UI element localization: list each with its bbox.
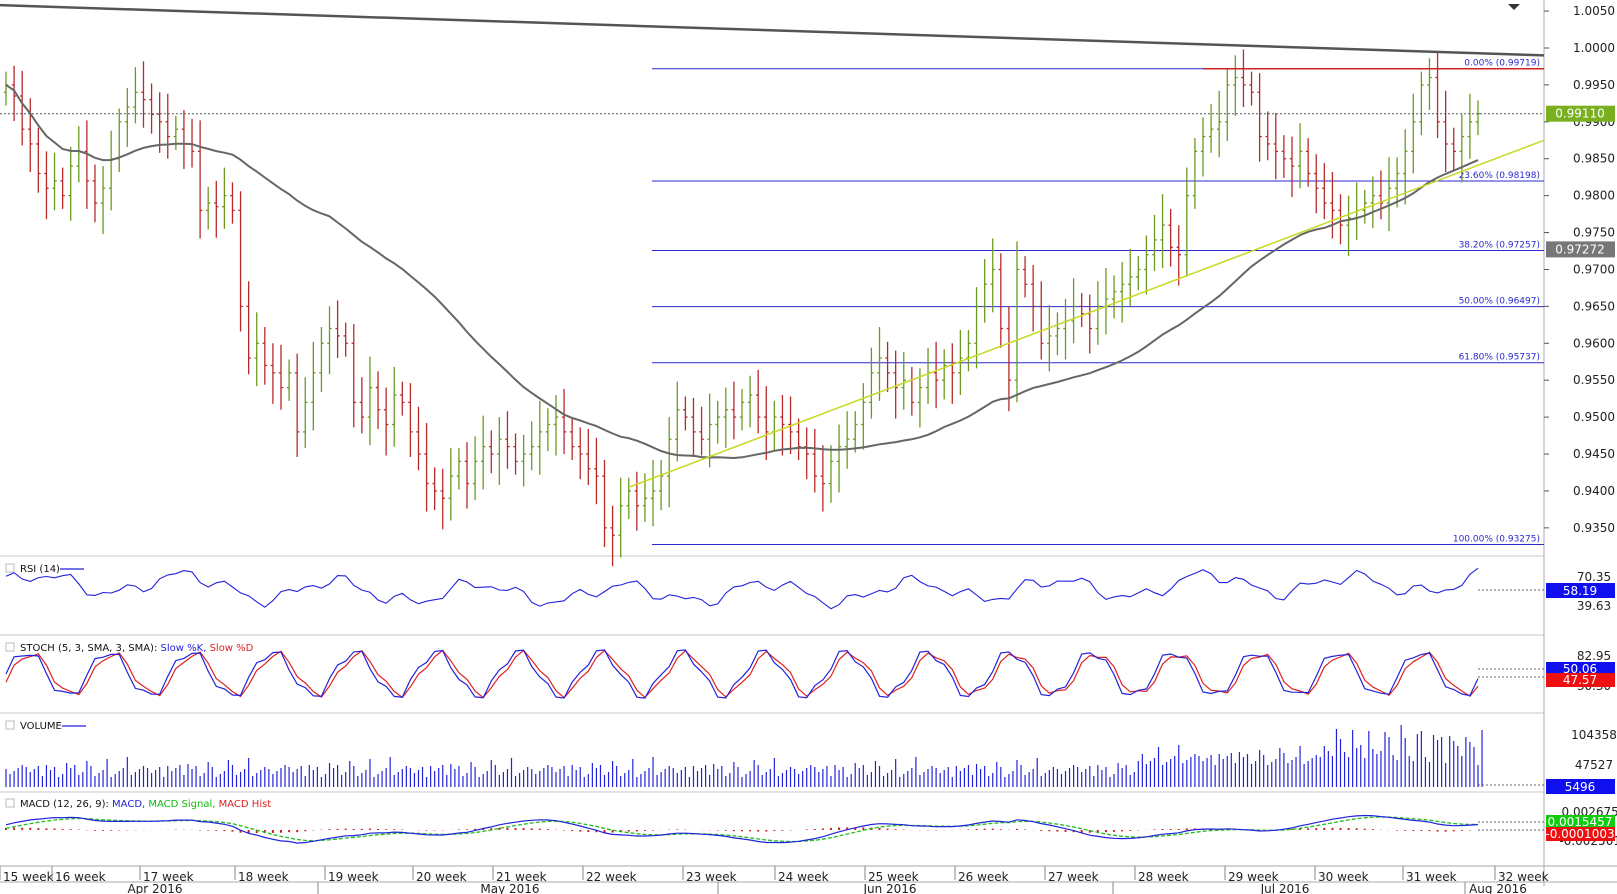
rsi-title-text: RSI (14) — [20, 564, 60, 575]
macd-line — [5, 814, 1479, 844]
price-tick-label: 0.9700 — [1573, 262, 1615, 276]
price-tick-label: 0.9850 — [1573, 152, 1615, 166]
fib-level-label: 38.20% (0.97257) — [1459, 240, 1540, 250]
week-label: 16 week — [55, 870, 106, 884]
volume-value-box — [1546, 779, 1615, 794]
week-label: 26 week — [958, 870, 1009, 884]
price-tick-label: 0.9600 — [1573, 336, 1615, 350]
volume-panel: 104358 47527 5496 — [5, 725, 1617, 794]
week-label: 29 week — [1228, 870, 1279, 884]
time-axis: 15 week 16 week 17 week 18 week 19 week 20 we… — [0, 866, 1617, 894]
week-label: 24 week — [778, 870, 829, 884]
stoch-tick-label: 82.95 — [1577, 649, 1611, 663]
month-label: Apr 2016 — [127, 882, 182, 894]
fib-level-label: 23.60% (0.98198) — [1459, 171, 1540, 181]
stoch-title-text: STOCH (5, 3, SMA, 3, SMA): — [20, 643, 157, 654]
price-axis: 1.00501.00000.99500.99000.98500.98000.97… — [1544, 4, 1615, 535]
macd-panel: 0.0026752-0.00250130.0015457-0.0001003 — [5, 805, 1617, 848]
volume-tick-label: 47527 — [1575, 758, 1613, 772]
price-tick-label: 0.9650 — [1573, 299, 1615, 313]
collapse-arrow-icon[interactable] — [1508, 4, 1520, 10]
current-price-box — [1546, 105, 1615, 122]
week-label: 32 week — [1498, 870, 1549, 884]
week-label: 20 week — [416, 870, 467, 884]
week-label: 28 week — [1138, 870, 1189, 884]
stoch-k-line — [5, 649, 1479, 699]
volume-tick-label: 104358 — [1571, 728, 1617, 742]
macd-value-box — [1546, 815, 1615, 829]
macd-title-text: MACD (12, 26, 9): — [20, 799, 109, 810]
macd-signal-label: MACD Signal, — [148, 799, 215, 810]
macd-label: MACD, — [112, 799, 145, 810]
rsi-tick-label: 70.35 — [1577, 570, 1611, 584]
stoch-title: STOCH (5, 3, SMA, 3, SMA): Slow %K, Slow… — [5, 642, 254, 654]
price-tick-label: 1.0000 — [1573, 41, 1615, 55]
stoch-d-box — [1546, 673, 1615, 687]
macd-value: 0.0015457 — [1548, 815, 1613, 829]
week-label: 18 week — [238, 870, 289, 884]
candles — [3, 49, 1481, 567]
week-label: 27 week — [1048, 870, 1099, 884]
price-tick-label: 0.9450 — [1573, 447, 1615, 461]
stoch-d-value: 47.57 — [1563, 673, 1597, 687]
fib-level-label: 61.80% (0.95737) — [1459, 353, 1540, 363]
rsi-value-box — [1546, 583, 1615, 598]
price-tick-label: 0.9550 — [1573, 373, 1615, 387]
price-tick-label: 0.9400 — [1573, 484, 1615, 498]
price-tick-label: 0.9500 — [1573, 410, 1615, 424]
svg-text:STOCH (5, 3, SMA, 3, SMA): Slo: STOCH (5, 3, SMA, 3, SMA): Slow %K, Slow… — [20, 643, 254, 654]
price-tick-label: 1.0050 — [1573, 4, 1615, 18]
ma-price-box — [1546, 241, 1615, 258]
volume-value: 5496 — [1565, 780, 1596, 794]
month-label: Jul 2016 — [1260, 882, 1310, 894]
stoch-k-box — [1546, 662, 1615, 676]
rsi-title: RSI (14) — [5, 563, 84, 575]
rsi-tick-label: 39.63 — [1577, 599, 1611, 613]
week-label: 23 week — [686, 870, 737, 884]
week-label: 25 week — [868, 870, 919, 884]
week-label: 19 week — [328, 870, 379, 884]
week-label: 22 week — [586, 870, 637, 884]
current-price-value: 0.99110 — [1555, 107, 1605, 121]
price-tick-label: 0.9800 — [1573, 189, 1615, 203]
month-label: Aug 2016 — [1469, 882, 1527, 894]
macd-hist-label: MACD Hist — [219, 799, 272, 810]
fib-level-label: 50.00% (0.96497) — [1459, 297, 1540, 307]
stoch-d-label: Slow %D — [210, 643, 254, 654]
fib-level-label: 100.00% (0.93275) — [1453, 534, 1540, 544]
price-panel: 0.00% (0.99719) 23.60% (0.98198) 38.20% (0… — [0, 3, 1545, 567]
macd-hist-box — [1546, 827, 1615, 841]
fib-level-label: 0.00% (0.99719) — [1464, 59, 1540, 69]
week-label: 31 week — [1406, 870, 1457, 884]
stoch-d-line — [5, 649, 1479, 699]
price-tick-label: 0.9750 — [1573, 226, 1615, 240]
ascending-trendline — [628, 139, 1545, 488]
volume-title: VOLUME — [5, 720, 86, 732]
macd-title: MACD (12, 26, 9): MACD, MACD Signal, MAC… — [5, 798, 271, 810]
volume-title-text: VOLUME — [20, 721, 62, 732]
week-label: 30 week — [1318, 870, 1369, 884]
stoch-k-value: 50.06 — [1563, 662, 1597, 676]
stoch-k-label: Slow %K, — [161, 643, 207, 654]
svg-text:MACD (12, 26, 9): MACD, MACD S: MACD (12, 26, 9): MACD, MACD Signal, MAC… — [20, 799, 271, 810]
week-label: 15 week — [3, 870, 54, 884]
price-tick-label: 0.9350 — [1573, 521, 1615, 535]
month-label: May 2016 — [480, 882, 539, 894]
moving-average-line — [5, 84, 1479, 460]
week-label: 17 week — [143, 870, 194, 884]
month-label: Jun 2016 — [862, 882, 916, 894]
week-label: 21 week — [496, 870, 547, 884]
macd-hist-value: -0.0001003 — [1545, 827, 1614, 841]
rsi-line — [5, 567, 1479, 610]
descending-trendline — [0, 3, 1545, 57]
rsi-value: 58.19 — [1563, 584, 1597, 598]
ma-price-value: 0.97272 — [1555, 242, 1605, 256]
price-tick-label: 0.9950 — [1573, 78, 1615, 92]
macd-signal-line — [5, 816, 1478, 843]
